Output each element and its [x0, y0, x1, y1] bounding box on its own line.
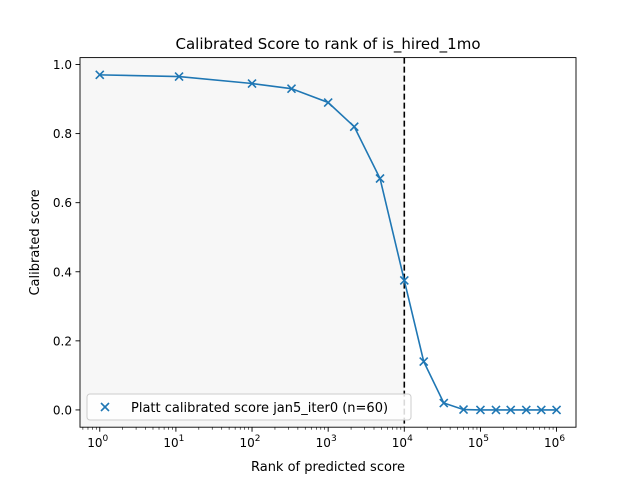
data-point — [439, 398, 449, 408]
data-point-stroke — [174, 72, 184, 82]
data-point-stroke — [536, 405, 546, 415]
legend: Platt calibrated score jan5_iter0 (n=60) — [86, 393, 412, 421]
y-axis-label: Calibrated score — [28, 189, 43, 295]
y-axis-ticks: 0.0 0.2 0.4 0.6 0.8 1.0 — [53, 58, 80, 417]
data-point-stroke — [521, 405, 531, 415]
y-tick-label: 0.2 — [53, 334, 72, 348]
x-axis-ticks: 100 101 102 103 104 105 106 — [82, 427, 565, 450]
data-point-stroke — [247, 78, 257, 89]
x-tick-label: 104 — [392, 434, 413, 450]
y-tick-label: 0.4 — [53, 265, 72, 279]
data-point — [536, 405, 546, 415]
data-point-stroke — [506, 405, 516, 415]
data-point-stroke — [286, 84, 297, 94]
data-point-stroke — [419, 357, 429, 367]
data-point — [375, 173, 385, 184]
x-tick-label: 103 — [316, 434, 337, 450]
data-point-stroke — [349, 122, 359, 132]
data-point-stroke — [323, 97, 333, 108]
x-tick-label: 102 — [240, 434, 261, 450]
data-point-stroke — [399, 275, 409, 285]
data-point-stroke — [375, 173, 385, 184]
x-tick-label: 101 — [163, 434, 184, 450]
data-point — [475, 405, 485, 415]
data-point — [399, 275, 409, 285]
data-point — [521, 405, 531, 415]
x-tick-label: 105 — [468, 434, 489, 450]
data-point — [174, 72, 184, 82]
data-point — [551, 405, 562, 415]
x-tick-label: 106 — [544, 434, 565, 450]
shaded-region — [80, 57, 405, 428]
data-point — [506, 405, 516, 415]
data-point — [491, 405, 501, 415]
data-point — [458, 405, 469, 415]
data-point — [349, 122, 359, 132]
x-axis-label: Rank of predicted score — [251, 460, 405, 475]
series-markers — [95, 70, 562, 415]
data-point — [286, 84, 297, 94]
legend-box — [86, 393, 412, 421]
data-point — [95, 70, 105, 80]
data-point-stroke — [475, 405, 485, 415]
data-point — [323, 97, 333, 108]
data-point-stroke — [95, 70, 105, 80]
data-point — [247, 78, 257, 89]
chart-title: Calibrated Score to rank of is_hired_1mo — [175, 35, 480, 54]
y-tick-label: 0.0 — [53, 403, 72, 417]
y-tick-label: 0.6 — [53, 196, 72, 210]
y-tick-label: 0.8 — [53, 127, 72, 141]
data-point-stroke — [458, 405, 469, 415]
data-point — [419, 357, 429, 367]
x-tick-label: 100 — [87, 434, 108, 450]
legend-label: Platt calibrated score jan5_iter0 (n=60) — [131, 401, 388, 416]
legend-marker — [100, 402, 110, 412]
y-tick-label: 1.0 — [53, 58, 72, 72]
data-point-stroke — [439, 398, 449, 408]
data-point-stroke — [491, 405, 501, 415]
data-point-stroke — [551, 405, 562, 415]
